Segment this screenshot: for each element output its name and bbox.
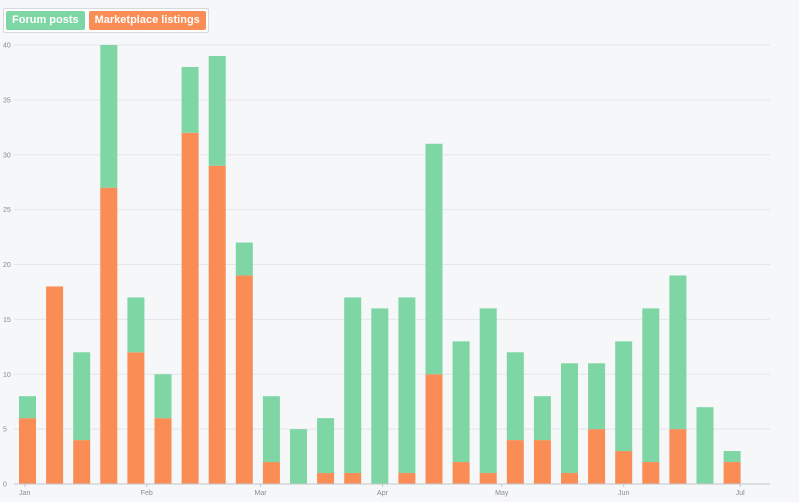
x-tick-label: Jun <box>618 490 629 497</box>
bar-market-16[interactable] <box>452 462 470 484</box>
legend-item-marketplace-listings[interactable]: Marketplace listings <box>88 11 206 30</box>
y-tick-label: 25 <box>3 207 11 214</box>
bar-market-17[interactable] <box>479 473 497 484</box>
bar-forum-18[interactable] <box>506 352 524 441</box>
bar-market-8[interactable] <box>235 275 253 484</box>
y-tick-label: 5 <box>3 427 7 434</box>
bar-forum-10[interactable] <box>290 429 307 484</box>
y-tick-label: 30 <box>3 152 11 159</box>
bar-forum-17[interactable] <box>479 308 497 474</box>
bar-forum-0[interactable] <box>19 396 36 419</box>
x-tick-label: Mar <box>255 490 268 497</box>
bar-forum-12[interactable] <box>344 297 362 474</box>
bar-forum-20[interactable] <box>561 363 578 474</box>
y-tick-label: 0 <box>3 482 7 489</box>
y-tick-label: 10 <box>3 372 11 379</box>
bar-forum-5[interactable] <box>154 374 172 419</box>
bar-market-9[interactable] <box>262 462 280 484</box>
bar-forum-4[interactable] <box>127 297 145 353</box>
bar-forum-11[interactable] <box>317 418 335 474</box>
bar-market-14[interactable] <box>398 473 416 484</box>
bar-forum-26[interactable] <box>723 451 741 463</box>
bar-forum-9[interactable] <box>262 396 280 463</box>
bar-market-1[interactable] <box>46 286 64 484</box>
bar-forum-16[interactable] <box>452 341 470 463</box>
bar-market-21[interactable] <box>588 429 606 484</box>
bar-market-11[interactable] <box>317 473 335 484</box>
y-tick-label: 40 <box>3 43 11 50</box>
bar-market-19[interactable] <box>533 440 551 484</box>
bar-market-2[interactable] <box>73 440 91 484</box>
legend-item-forum-posts[interactable]: Forum posts <box>6 11 85 30</box>
y-tick-label: 15 <box>3 317 11 324</box>
axes: 0 5 10 15 20 25 30 35 40 Jan Feb Mar Apr May Jun Jul <box>3 43 770 497</box>
bar-market-15[interactable] <box>425 374 443 484</box>
bar-market-18[interactable] <box>506 440 524 484</box>
bar-forum-22[interactable] <box>615 341 633 452</box>
bar-forum-8[interactable] <box>235 242 253 276</box>
bar-market-0[interactable] <box>19 418 36 484</box>
bar-market-5[interactable] <box>154 418 172 484</box>
bar-forum-19[interactable] <box>533 396 551 441</box>
bar-forum-24[interactable] <box>669 275 687 430</box>
chart-legend: Forum posts Marketplace listings <box>3 8 209 33</box>
x-tick-label: Jan <box>19 490 30 497</box>
bar-forum-7[interactable] <box>208 55 226 166</box>
bar-market-7[interactable] <box>208 165 226 484</box>
bar-market-24[interactable] <box>669 429 687 484</box>
bar-market-12[interactable] <box>344 473 362 484</box>
bar-forum-21[interactable] <box>588 363 606 430</box>
x-tick-label: Jul <box>736 490 745 497</box>
bar-market-23[interactable] <box>642 462 660 484</box>
bar-forum-14[interactable] <box>398 297 416 474</box>
bar-forum-3[interactable] <box>100 45 118 188</box>
bar-forum-13[interactable] <box>371 308 389 484</box>
bar-forum-6[interactable] <box>181 66 199 133</box>
bar-market-6[interactable] <box>181 132 199 485</box>
x-tick-label: Apr <box>377 490 389 497</box>
bar-forum-15[interactable] <box>425 143 443 375</box>
bar-forum-2[interactable] <box>73 352 91 441</box>
bar-forum-25[interactable] <box>696 407 714 484</box>
bar-market-4[interactable] <box>127 352 145 484</box>
bar-market-20[interactable] <box>561 473 578 484</box>
bar-market-22[interactable] <box>615 451 633 484</box>
y-tick-label: 35 <box>3 97 11 104</box>
bars <box>19 45 741 485</box>
bar-market-3[interactable] <box>100 187 118 485</box>
x-tick-label: May <box>495 490 509 497</box>
x-tick-label: Feb <box>141 490 153 497</box>
bar-market-26[interactable] <box>723 462 741 484</box>
y-tick-label: 20 <box>3 262 11 269</box>
bar-forum-23[interactable] <box>642 308 660 463</box>
